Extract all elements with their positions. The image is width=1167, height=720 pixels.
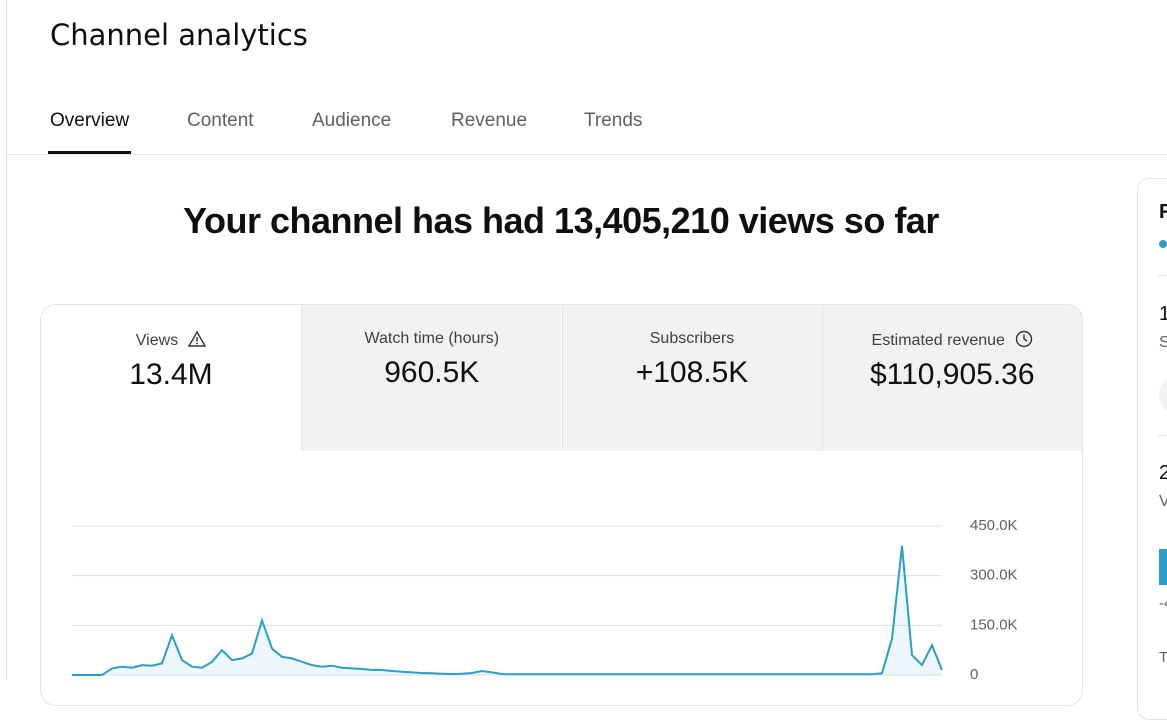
line <box>72 545 943 676</box>
side-text: -4 <box>1159 595 1167 612</box>
y-tick-label: 300.0K <box>970 567 1018 584</box>
side-text: V <box>1159 493 1167 510</box>
analytics-card: Views 13.4M Watch time (hours) 960.5K Subscr… <box>40 304 1083 706</box>
divider <box>6 154 1167 155</box>
headline: Your channel has had 13,405,210 views so… <box>183 200 939 241</box>
clock-icon <box>1015 330 1033 348</box>
metric-value: $110,905.36 <box>869 358 1035 391</box>
side-text: T <box>1159 649 1167 666</box>
tab-underline <box>48 151 131 154</box>
warning-icon <box>187 330 207 347</box>
sidebar-edge <box>6 0 7 680</box>
page: Channel analytics Overview Content Audienc… <box>6 0 1167 720</box>
metric-label-text: Estimated revenue <box>871 332 1005 349</box>
metric-label-text: Watch time (hours) <box>364 330 500 347</box>
metric-label-text: Views <box>135 332 179 349</box>
tab[interactable]: Trends <box>584 110 643 131</box>
metric-label: Subscribers <box>563 330 822 348</box>
metric-tab[interactable]: Views 13.4M <box>41 305 301 451</box>
divider <box>1158 435 1167 436</box>
avatar <box>1159 375 1167 415</box>
tab[interactable]: Audience <box>312 110 392 131</box>
page-title: Channel analytics <box>50 18 308 52</box>
divider <box>1158 275 1167 276</box>
tab[interactable]: Content <box>187 110 254 131</box>
metric-tab[interactable]: Subscribers +108.5K <box>561 305 822 451</box>
legend-dot <box>1159 240 1167 248</box>
metric-label: Estimated revenue <box>823 330 1082 350</box>
metric-label: Views <box>41 330 301 350</box>
y-tick-label: 0 <box>970 666 978 680</box>
area <box>72 545 942 675</box>
metric-tab[interactable]: Watch time (hours) 960.5K <box>301 305 562 451</box>
bar-icon <box>1159 549 1167 585</box>
side-text: R <box>1159 201 1167 223</box>
metric-value: 13.4M <box>129 358 213 391</box>
metric-value: +108.5K <box>635 356 749 389</box>
metric-label-text: Subscribers <box>649 330 735 347</box>
metric-tab[interactable]: Estimated revenue $110,905.36 <box>821 305 1082 451</box>
tab[interactable]: Revenue <box>451 110 528 131</box>
y-tick-label: 150.0K <box>970 616 1018 633</box>
chart: 0 150.0K 300.0K 450.0K <box>72 517 1018 680</box>
metric-label: Watch time (hours) <box>302 330 561 348</box>
y-tick-label: 450.0K <box>970 517 1018 534</box>
side-text: 2 <box>1159 462 1167 484</box>
tab[interactable]: Overview <box>50 110 130 131</box>
side-text: 1 <box>1159 303 1167 325</box>
side-panel: R 1 S 2 V -4 T <box>1137 178 1167 720</box>
metric-value: 960.5K <box>384 356 480 389</box>
side-text: S <box>1159 334 1167 351</box>
